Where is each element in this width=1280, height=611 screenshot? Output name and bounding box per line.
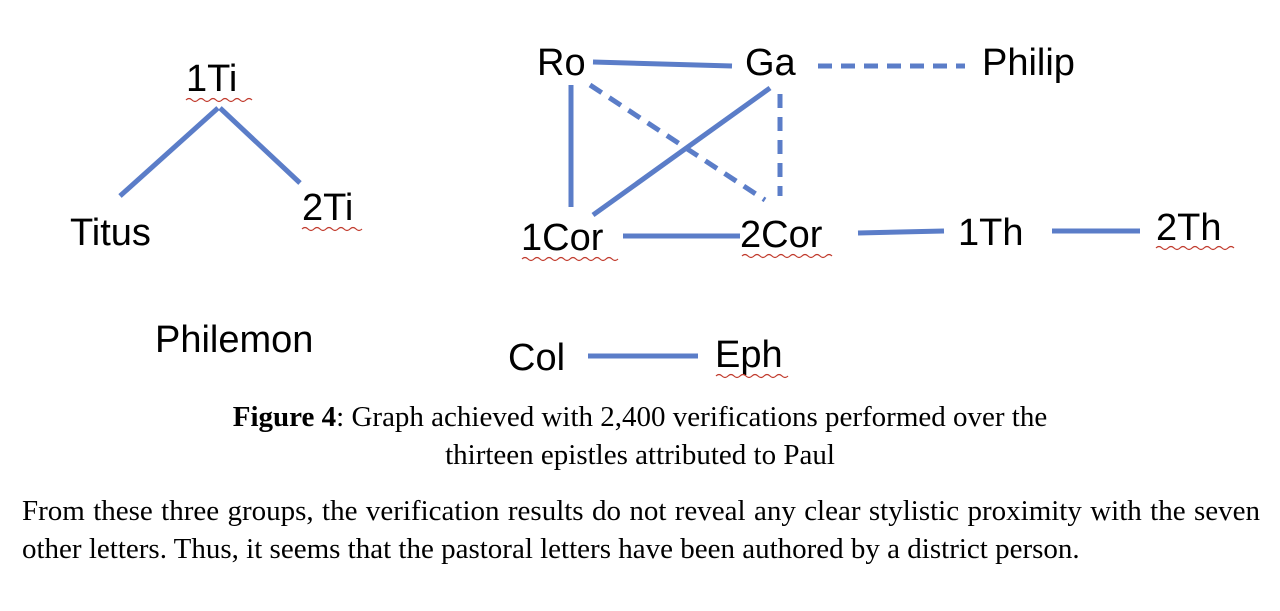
spellcheck-squiggle-2cor xyxy=(741,253,833,259)
graph-nodes: 1Ti Titus 2Ti Philemon Ro Ga Philip 1Cor… xyxy=(70,42,1235,379)
node-ga: Ga xyxy=(745,42,797,84)
node-1cor: 1Cor xyxy=(521,217,604,259)
edge-1ti-2ti xyxy=(218,106,302,185)
node-ro: Ro xyxy=(537,42,586,84)
body-paragraph: From these three groups, the verificatio… xyxy=(22,495,1260,565)
node-eph: Eph xyxy=(715,334,783,376)
figure-label: Figure 4 xyxy=(232,401,337,433)
spellcheck-squiggle-1ti xyxy=(185,97,253,103)
node-col: Col xyxy=(508,337,565,379)
spellcheck-squiggle-2th xyxy=(1155,245,1235,251)
epistle-graph: 1Ti Titus 2Ti Philemon Ro Ga Philip 1Cor… xyxy=(70,42,1235,379)
edge-1ti-titus xyxy=(118,106,220,198)
edge-ro-2cor xyxy=(588,82,767,203)
figure-caption: Figure 4: Graph achieved with 2,400 veri… xyxy=(0,398,1280,474)
node-philip: Philip xyxy=(982,42,1075,84)
node-philemon: Philemon xyxy=(155,319,313,361)
caption-line-2: thirteen epistles attributed to Paul xyxy=(445,439,835,471)
graph-edges xyxy=(118,59,1140,359)
caption-line-1: Figure 4: Graph achieved with 2,400 veri… xyxy=(0,398,1280,436)
node-2th: 2Th xyxy=(1156,207,1221,249)
spellcheck-squiggle-eph xyxy=(715,373,789,379)
spellcheck-squiggle-1cor xyxy=(521,256,619,262)
node-1ti: 1Ti xyxy=(186,58,237,100)
caption-text-1: : Graph achieved with 2,400 verification… xyxy=(336,401,1048,433)
edge-2cor-1th xyxy=(857,228,945,236)
node-2cor: 2Cor xyxy=(740,214,823,256)
node-titus: Titus xyxy=(70,212,151,254)
node-2ti: 2Ti xyxy=(302,187,353,229)
spellcheck-squiggle-2ti xyxy=(301,226,363,232)
edge-ga-1cor xyxy=(591,85,772,218)
edge-ro-ga xyxy=(592,59,733,69)
node-1th: 1Th xyxy=(958,212,1023,254)
